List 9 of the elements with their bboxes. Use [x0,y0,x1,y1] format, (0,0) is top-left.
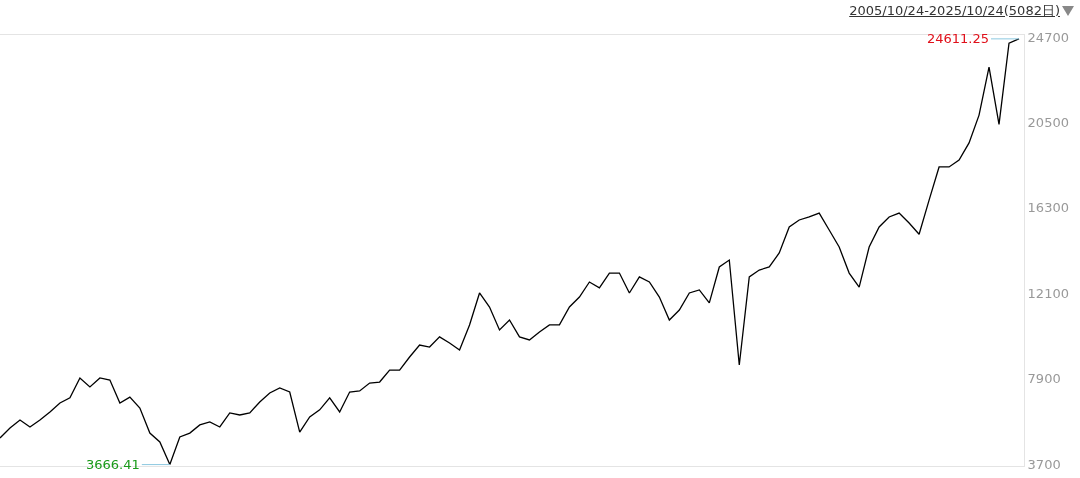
chart-title: 2005/10/24-2025/10/24(5082日) [849,2,1060,20]
y-tick-label: 3700 [1027,456,1061,472]
annotation: 24611.25 [927,31,990,46]
annotation: 3666.41 [86,457,140,472]
y-tick-label: 20500 [1027,114,1069,130]
y-tick-label: 12100 [1027,285,1069,301]
y-tick-label: 7900 [1027,371,1061,387]
y-tick-label: 24700 [1027,29,1069,45]
y-tick-label: 16300 [1027,200,1069,216]
